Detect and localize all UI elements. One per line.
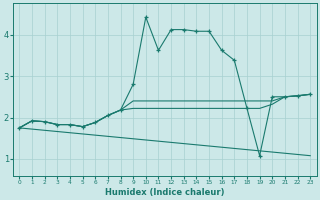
X-axis label: Humidex (Indice chaleur): Humidex (Indice chaleur) bbox=[105, 188, 225, 197]
